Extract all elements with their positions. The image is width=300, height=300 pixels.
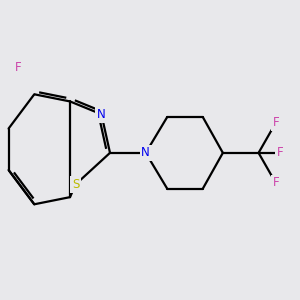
Text: N: N [97,108,106,121]
Text: F: F [272,176,279,189]
Text: S: S [72,178,80,191]
Text: F: F [277,146,283,159]
Text: F: F [15,61,22,74]
Text: N: N [141,146,150,159]
Text: F: F [272,116,279,129]
